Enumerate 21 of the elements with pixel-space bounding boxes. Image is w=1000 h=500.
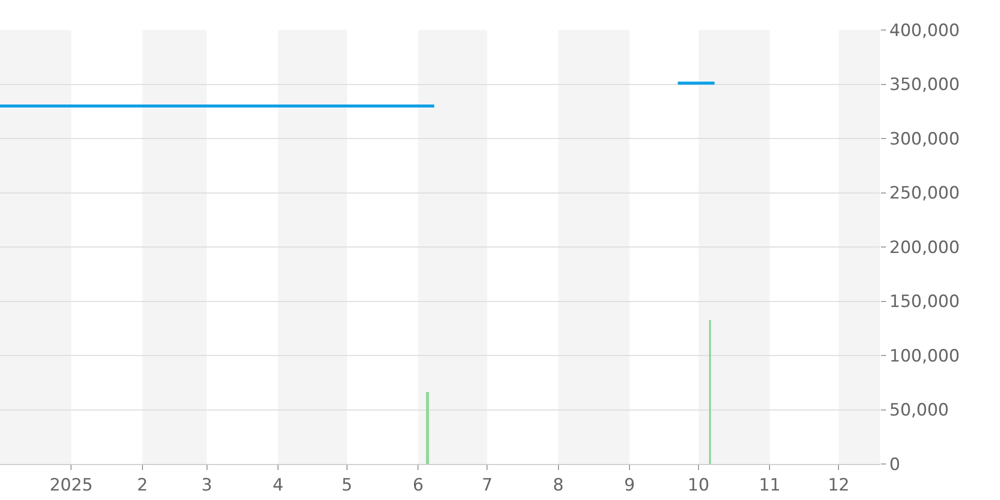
- y-tick-label: 50,000: [889, 400, 949, 421]
- y-tick-label: 100,000: [889, 346, 960, 366]
- x-tick-label: 8: [552, 475, 564, 496]
- x-tick-label: 6: [412, 475, 424, 496]
- x-tick-label: 9: [624, 475, 635, 496]
- x-tick-label: 10: [688, 475, 710, 496]
- x-tick-label: 2025: [50, 475, 93, 496]
- y-tick-label: 250,000: [889, 184, 960, 204]
- x-tick-label: 3: [201, 475, 212, 496]
- y-tick-label: 150,000: [889, 292, 960, 312]
- x-tick-label: 2: [137, 475, 148, 496]
- x-tick-label: 11: [758, 475, 781, 496]
- x-tick-label: 7: [482, 475, 493, 496]
- x-tick-label: 5: [342, 475, 352, 496]
- x-tick-label: 12: [828, 475, 850, 496]
- y-tick-label: 0: [889, 454, 900, 475]
- y-tick-label: 400,000: [889, 20, 960, 41]
- y-tick-label: 350,000: [889, 75, 960, 96]
- y-tick-label: 300,000: [889, 129, 960, 150]
- x-tick-label: 4: [272, 475, 284, 496]
- y-tick-label: 200,000: [889, 238, 960, 258]
